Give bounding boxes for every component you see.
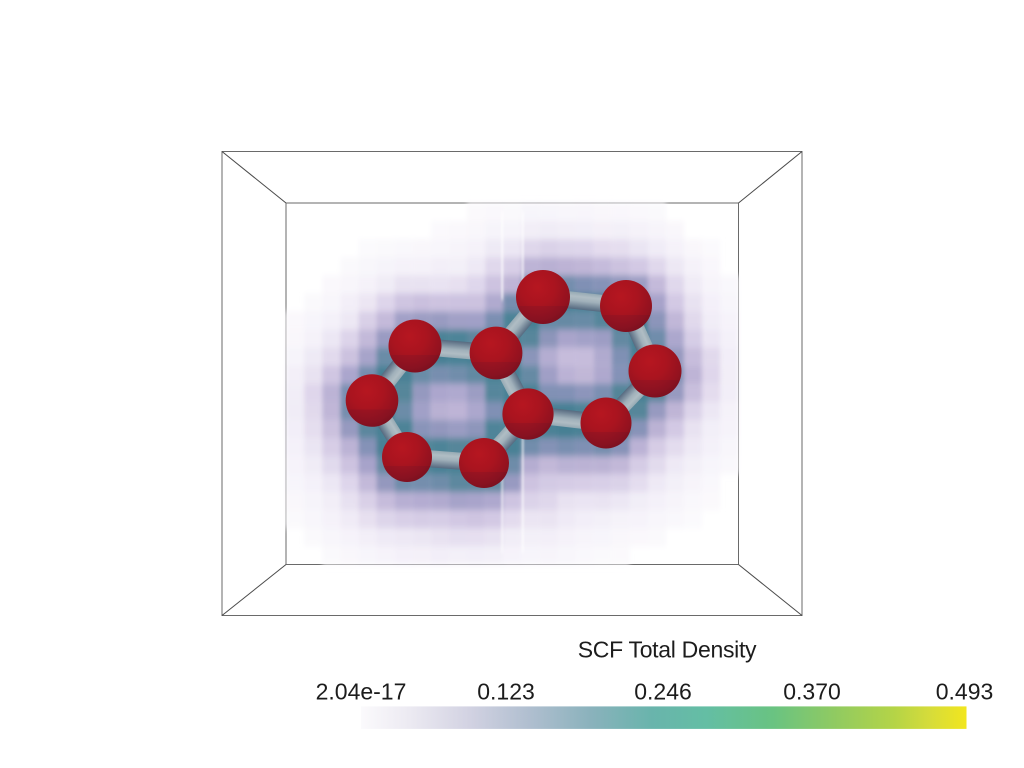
svg-text:0.246: 0.246 <box>634 679 692 705</box>
svg-text:0.123: 0.123 <box>477 679 535 705</box>
svg-text:2.04e-17: 2.04e-17 <box>316 679 407 705</box>
svg-text:0.370: 0.370 <box>783 679 841 705</box>
svg-text:SCF Total Density: SCF Total Density <box>578 637 757 663</box>
svg-text:0.493: 0.493 <box>936 679 994 705</box>
